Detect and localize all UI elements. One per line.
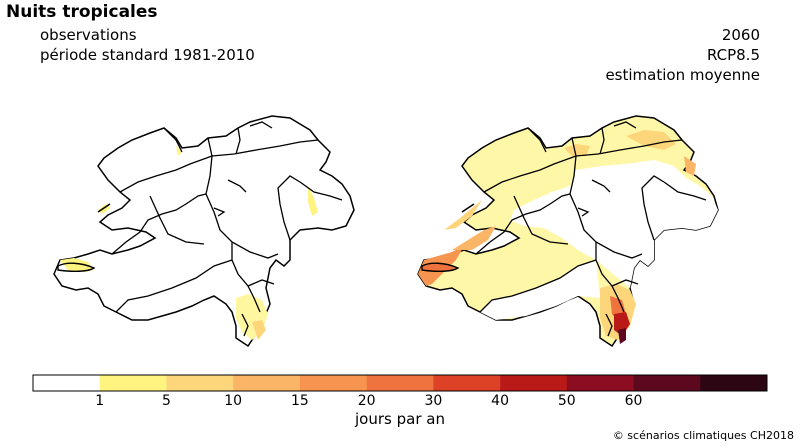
lake-lucerne-right [577, 207, 590, 217]
lake-constance-right [613, 121, 637, 129]
colorbar-tick-label: 15 [291, 393, 309, 408]
zone-alps-right [510, 160, 718, 288]
colorbar-box [500, 375, 568, 391]
switzerland-outline-left [53, 115, 355, 347]
colorbar-box [633, 375, 701, 391]
zone-lake-shore-right [452, 226, 496, 250]
zone-lake-geneva-left [60, 258, 94, 272]
colorbar-box [700, 375, 768, 391]
map-title: Nuits tropicales [6, 2, 158, 22]
right-caption-line1: 2060 [721, 26, 760, 44]
colorbar-tick-label: 50 [558, 393, 576, 408]
colorbar-tick-label: 40 [491, 393, 509, 408]
zone-lugano-left [252, 320, 266, 340]
colorbar-tick-label: 5 [162, 393, 171, 408]
lake-neuchatel-right [461, 203, 475, 213]
colorbar-box [233, 375, 301, 391]
zone-rhine-valley-right [684, 156, 696, 176]
colorbar-tick-label: 1 [95, 393, 104, 408]
colorbar-box [366, 375, 434, 391]
colorbar-frame [32, 374, 768, 392]
colorbar-box [33, 375, 101, 391]
colorbar-box [566, 375, 634, 391]
right-panel-caption: 2060 RCP8.5 estimation moyenne [605, 25, 760, 85]
lake-geneva-right [421, 262, 460, 273]
zone-basel-right [564, 144, 590, 156]
colorbar-box [299, 375, 367, 391]
zone-lake-constance-right [626, 130, 676, 150]
left-caption-line1: observations [40, 26, 137, 44]
lake-constance-left [249, 121, 273, 129]
colorbar-box [99, 375, 167, 391]
colorbar-box [433, 375, 501, 391]
lake-zurich-right [591, 179, 611, 193]
left-panel-caption: observations période standard 1981-2010 [40, 25, 255, 65]
zone-basel-left [176, 146, 182, 156]
map-observations [53, 115, 355, 347]
colorbar-box [166, 375, 234, 391]
colorbar-boxes [32, 374, 768, 392]
right-caption-line2: RCP8.5 [706, 46, 760, 64]
lake-neuchatel-left [97, 203, 111, 213]
lake-maggiore-left [241, 313, 249, 337]
lake-lucerne-left [213, 207, 226, 217]
colorbar-tick-label: 30 [424, 393, 442, 408]
colorbar-tick-label: 20 [358, 393, 376, 408]
colorbar-tick-label: 60 [625, 393, 643, 408]
maps-area [53, 115, 719, 347]
colorbar-tick-label: 10 [224, 393, 242, 408]
lake-zurich-left [227, 179, 247, 193]
colorbar-legend: 1 5 10 15 20 30 40 50 60 [32, 374, 768, 408]
right-caption-line3: estimation moyenne [605, 66, 760, 84]
zone-rhine-valley-left [308, 186, 318, 216]
lake-geneva-left [57, 262, 96, 273]
legend-unit: jours par an [355, 410, 445, 428]
copyright-credit: © scénarios climatiques CH2018 [612, 429, 794, 442]
left-caption-line2: période standard 1981-2010 [40, 46, 255, 64]
zone-mendrisio-right [618, 328, 626, 344]
colorbar-ticks: 1 5 10 15 20 30 40 50 60 [95, 393, 642, 408]
map-2060-rcp85 [417, 115, 719, 347]
zone-valais-right [480, 260, 600, 320]
lake-maggiore-right [605, 313, 613, 337]
